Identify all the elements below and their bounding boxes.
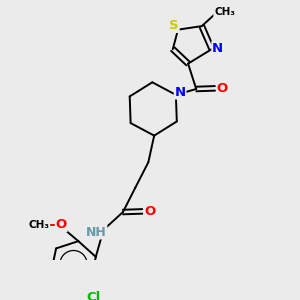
Text: NH: NH <box>86 226 107 239</box>
Text: O: O <box>144 205 155 218</box>
Text: N: N <box>212 42 223 55</box>
Text: CH₃: CH₃ <box>214 7 235 17</box>
Text: O: O <box>217 82 228 95</box>
Text: CH₃: CH₃ <box>28 220 50 230</box>
Text: Cl: Cl <box>86 291 100 300</box>
Text: O: O <box>56 218 67 231</box>
Text: S: S <box>169 19 179 32</box>
Text: N: N <box>175 86 186 99</box>
